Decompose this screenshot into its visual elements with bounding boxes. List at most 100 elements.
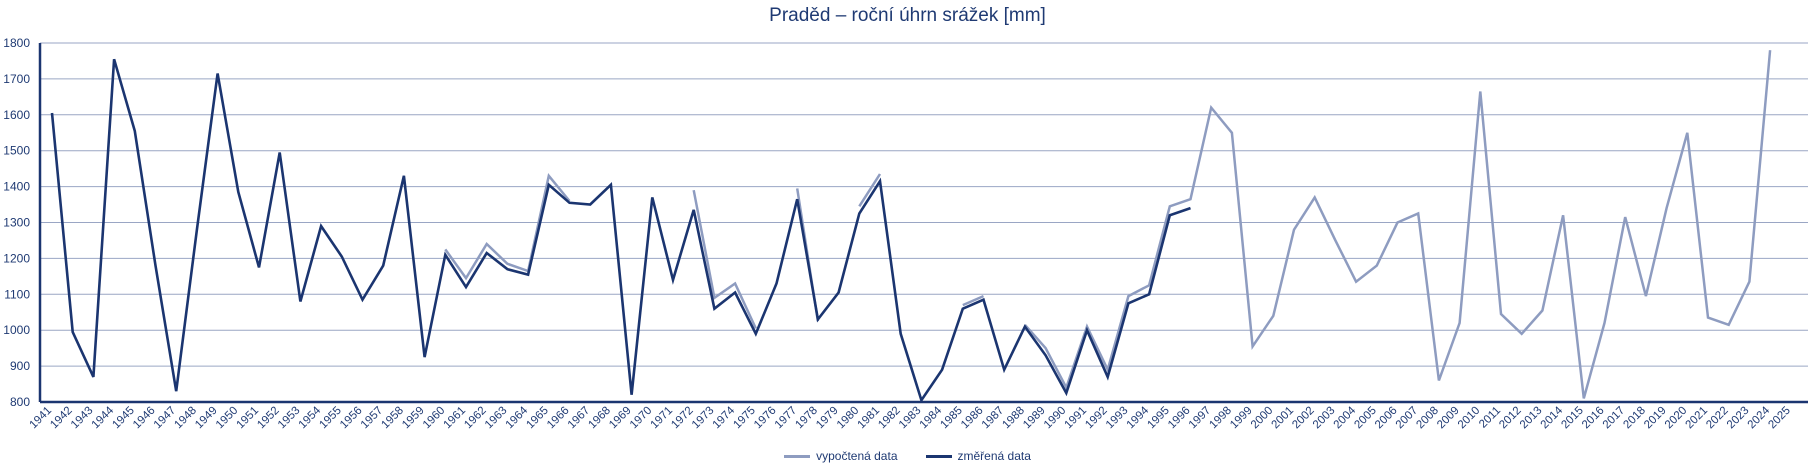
- y-tick-label: 800: [10, 395, 30, 409]
- x-tick-label: 1945: [110, 405, 137, 432]
- x-tick-label: 1964: [504, 404, 531, 431]
- x-tick-label: 1977: [773, 405, 800, 432]
- legend: vypočtená data změřená data: [0, 449, 1815, 463]
- y-tick-label: 1200: [3, 251, 30, 265]
- x-tick-label: 2002: [1290, 405, 1317, 432]
- x-tick-label: 2015: [1559, 405, 1586, 432]
- x-tick-label: 1978: [793, 405, 820, 432]
- legend-swatch-calculated: [784, 454, 811, 458]
- x-tick-label: 1961: [442, 405, 469, 432]
- x-tick-label: 1955: [317, 405, 344, 432]
- x-tick-label: 1983: [897, 405, 924, 432]
- x-tick-label: 1969: [607, 405, 634, 432]
- x-tick-label: 2019: [1642, 405, 1669, 432]
- x-tick-label: 1975: [731, 405, 758, 432]
- x-tick-label: 2007: [1394, 405, 1421, 432]
- x-tick-label: 2009: [1435, 405, 1462, 432]
- x-tick-label: 1957: [359, 405, 386, 432]
- x-tick-label: 1998: [1207, 405, 1234, 432]
- x-tick-label: 2000: [1249, 405, 1276, 432]
- x-tick-label: 1996: [1166, 405, 1193, 432]
- x-tick-label: 1985: [938, 405, 965, 432]
- x-tick-label: 1951: [235, 405, 262, 432]
- series-line-measured: [50, 58, 1191, 404]
- y-tick-label: 1100: [4, 287, 30, 301]
- x-tick-label: 1947: [152, 405, 179, 432]
- series-line-calculated: [444, 50, 1772, 399]
- x-tick-label: 1991: [1063, 405, 1090, 432]
- x-tick-label: 1994: [1125, 404, 1152, 431]
- x-tick-label: 1970: [628, 405, 655, 432]
- x-tick-label: 1988: [1000, 405, 1027, 432]
- x-tick-label: 1953: [276, 405, 303, 432]
- x-tick-label: 1959: [400, 405, 427, 432]
- x-tick-label: 1973: [690, 405, 717, 432]
- x-tick-label: 2017: [1601, 405, 1628, 432]
- x-tick-label: 1999: [1228, 405, 1255, 432]
- x-tick-label: 1971: [649, 405, 676, 432]
- legend-item-calculated: vypočtená data: [784, 449, 898, 463]
- x-tick-label: 2014: [1539, 404, 1566, 431]
- x-tick-label: 1979: [814, 405, 841, 432]
- x-tick-label: 1946: [131, 405, 158, 432]
- legend-swatch-measured: [925, 454, 952, 458]
- x-tick-label: 1966: [545, 405, 572, 432]
- x-tick-label: 1968: [586, 405, 613, 432]
- x-tick-label: 1974: [711, 404, 738, 431]
- x-tick-label: 1972: [669, 405, 696, 432]
- x-tick-label: 1956: [338, 405, 365, 432]
- x-tick-label: 1952: [255, 405, 282, 432]
- x-tick-label: 2024: [1746, 404, 1773, 431]
- x-tick-label: 1993: [1104, 405, 1131, 432]
- x-tick-label: 1982: [876, 405, 903, 432]
- x-tick-label: 2010: [1456, 405, 1483, 432]
- x-tick-label: 1965: [524, 405, 551, 432]
- x-tick-label: 1976: [752, 405, 779, 432]
- x-tick-label: 1986: [959, 405, 986, 432]
- x-tick-label: 1962: [462, 405, 489, 432]
- x-tick-label: 1948: [172, 405, 199, 432]
- x-tick-label: 1949: [193, 405, 220, 432]
- chart-title: Praděd – roční úhrn srážek [mm]: [769, 5, 1046, 26]
- y-tick-label: 1700: [3, 72, 30, 86]
- x-tick-label: 2008: [1414, 405, 1441, 432]
- x-tick-label: 2011: [1477, 405, 1503, 431]
- x-tick-label: 2001: [1270, 405, 1297, 432]
- x-tick-label: 1981: [856, 405, 883, 432]
- y-tick-label: 1400: [3, 180, 30, 194]
- x-tick-label: 1990: [1042, 405, 1069, 432]
- x-tick-label: 1995: [1145, 405, 1172, 432]
- x-tick-label: 2018: [1621, 405, 1648, 432]
- x-tick-label: 1984: [918, 404, 945, 431]
- x-tick-label: 1958: [379, 405, 406, 432]
- x-tick-label: 1989: [1021, 405, 1048, 432]
- x-tick-label: 2021: [1684, 405, 1711, 432]
- x-tick-label: 1963: [483, 405, 510, 432]
- x-tick-label: 2013: [1518, 405, 1545, 432]
- y-tick-label: 1000: [3, 323, 30, 337]
- x-tick-label: 1954: [297, 404, 324, 431]
- x-tick-label: 2020: [1663, 405, 1690, 432]
- x-tick-label: 1960: [421, 405, 448, 432]
- y-tick-label: 1500: [3, 144, 30, 158]
- legend-label-calculated: vypočtená data: [816, 449, 898, 463]
- y-tick-label: 1600: [3, 108, 30, 122]
- x-tick-label: 1967: [566, 405, 593, 432]
- x-tick-label: 1997: [1187, 405, 1214, 432]
- x-tick-label: 1943: [69, 405, 96, 432]
- x-tick-label: 2016: [1580, 405, 1607, 432]
- y-tick-label: 1800: [3, 36, 30, 50]
- y-tick-label: 900: [10, 359, 30, 373]
- x-tick-label: 2023: [1725, 405, 1752, 432]
- x-tick-label: 1950: [214, 405, 241, 432]
- x-tick-label: 2025: [1766, 405, 1793, 432]
- x-tick-label: 1980: [835, 405, 862, 432]
- y-tick-label: 1300: [3, 216, 30, 230]
- legend-item-measured: změřená data: [925, 449, 1031, 463]
- x-tick-label: 2006: [1373, 405, 1400, 432]
- x-tick-label: 2003: [1311, 405, 1338, 432]
- x-tick-label: 2005: [1352, 405, 1379, 432]
- legend-label-measured: změřená data: [957, 449, 1031, 463]
